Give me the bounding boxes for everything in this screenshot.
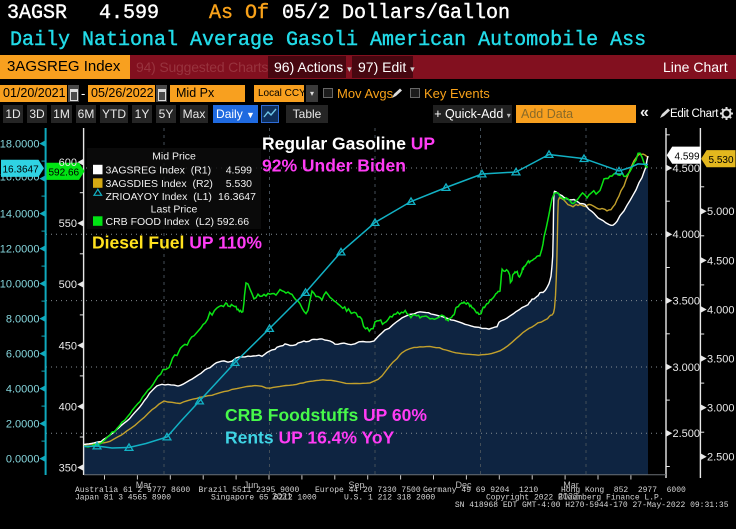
svg-text:SN 418968 EDT GMT-4:00 H270-5: SN 418968 EDT GMT-4:00 H270-5944-170 27-… — [455, 501, 729, 510]
svg-text:2021: 2021 — [272, 492, 292, 502]
svg-text:5.530: 5.530 — [226, 178, 252, 190]
svg-text:Copyright 2022 Bloomberg Finan: Copyright 2022 Bloomberg Finance L.P. — [486, 494, 664, 503]
svg-text:Singapore 65 6212 1000: Singapore 65 6212 1000 — [211, 494, 317, 503]
svg-text:592.66: 592.66 — [49, 168, 80, 179]
svg-text:Mid Price: Mid Price — [152, 151, 196, 163]
svg-text:Australia 61 2 9777 8600: Australia 61 2 9777 8600 — [75, 486, 190, 495]
svg-text:ZRIOAYOY Index (L1): ZRIOAYOY Index (L1) — [106, 191, 212, 203]
svg-text:550: 550 — [59, 218, 77, 230]
svg-text:12.0000: 12.0000 — [0, 244, 40, 256]
svg-text:Germany 49 69 9204 1210: Germany 49 69 9204 1210 — [423, 486, 538, 495]
svg-text:450: 450 — [59, 340, 77, 352]
svg-text:Rents UP 16.4% YoY: Rents UP 16.4% YoY — [225, 428, 395, 448]
svg-text:8.0000: 8.0000 — [6, 314, 40, 326]
svg-text:3.000: 3.000 — [673, 362, 701, 374]
svg-text:Mar: Mar — [563, 480, 579, 490]
svg-text:CRB Foodstuffs UP 60%: CRB Foodstuffs UP 60% — [225, 405, 427, 425]
svg-text:4.599: 4.599 — [675, 151, 700, 162]
svg-text:4.500: 4.500 — [707, 255, 735, 267]
svg-text:3AGSREG Index (R1): 3AGSREG Index (R1) — [106, 165, 212, 177]
svg-text:Sep: Sep — [348, 480, 364, 490]
svg-text:U.S. 1 212 318 2000: U.S. 1 212 318 2000 — [344, 494, 435, 503]
svg-text:2.500: 2.500 — [673, 428, 701, 440]
svg-text:14.0000: 14.0000 — [0, 209, 40, 221]
svg-text:Hong Kong 852 2977 6000: Hong Kong 852 2977 6000 — [561, 486, 686, 495]
svg-text:Jun: Jun — [244, 480, 259, 490]
svg-text:600: 600 — [59, 157, 77, 169]
svg-text:16.3647: 16.3647 — [3, 165, 40, 176]
svg-text:4.599: 4.599 — [226, 165, 252, 177]
svg-text:Mar: Mar — [136, 480, 152, 490]
svg-text:CRB FOOD Index (L2) 592.66: CRB FOOD Index (L2) 592.66 — [106, 216, 250, 228]
svg-text:Last Price: Last Price — [151, 204, 198, 216]
svg-text:Japan 81 3 4565 8900: Japan 81 3 4565 8900 — [75, 494, 171, 503]
svg-text:Europe 44 20 7330 7500: Europe 44 20 7330 7500 — [315, 486, 421, 495]
svg-text:4.0000: 4.0000 — [6, 384, 40, 396]
svg-text:3AGSDIES Index (R2): 3AGSDIES Index (R2) — [106, 178, 213, 190]
svg-text:350: 350 — [59, 462, 77, 474]
svg-text:6.0000: 6.0000 — [6, 349, 40, 361]
svg-text:3.500: 3.500 — [707, 353, 735, 365]
svg-text:4.000: 4.000 — [673, 229, 701, 241]
svg-text:400: 400 — [59, 401, 77, 413]
svg-text:5.530: 5.530 — [709, 155, 734, 166]
svg-text:Brazil 5511 2395 9000: Brazil 5511 2395 9000 — [199, 486, 300, 495]
svg-text:10.0000: 10.0000 — [0, 279, 40, 291]
svg-text:500: 500 — [59, 279, 77, 291]
svg-text:2022: 2022 — [558, 492, 578, 502]
svg-text:3.000: 3.000 — [707, 403, 735, 415]
svg-text:4.500: 4.500 — [673, 163, 701, 175]
svg-text:4.000: 4.000 — [707, 304, 735, 316]
svg-text:Dec: Dec — [455, 480, 472, 490]
svg-text:Regular Gasoline UP: Regular Gasoline UP — [262, 134, 435, 154]
svg-text:2.500: 2.500 — [707, 452, 735, 464]
svg-text:92% Under Biden: 92% Under Biden — [262, 156, 406, 176]
svg-text:2.0000: 2.0000 — [6, 419, 40, 431]
svg-text:0.0000: 0.0000 — [6, 454, 40, 466]
svg-text:3.500: 3.500 — [673, 296, 701, 308]
svg-text:16.3647: 16.3647 — [218, 191, 256, 203]
svg-text:5.000: 5.000 — [707, 206, 735, 218]
svg-text:18.0000: 18.0000 — [0, 139, 40, 151]
svg-text:Diesel Fuel UP 110%: Diesel Fuel UP 110% — [92, 233, 262, 253]
